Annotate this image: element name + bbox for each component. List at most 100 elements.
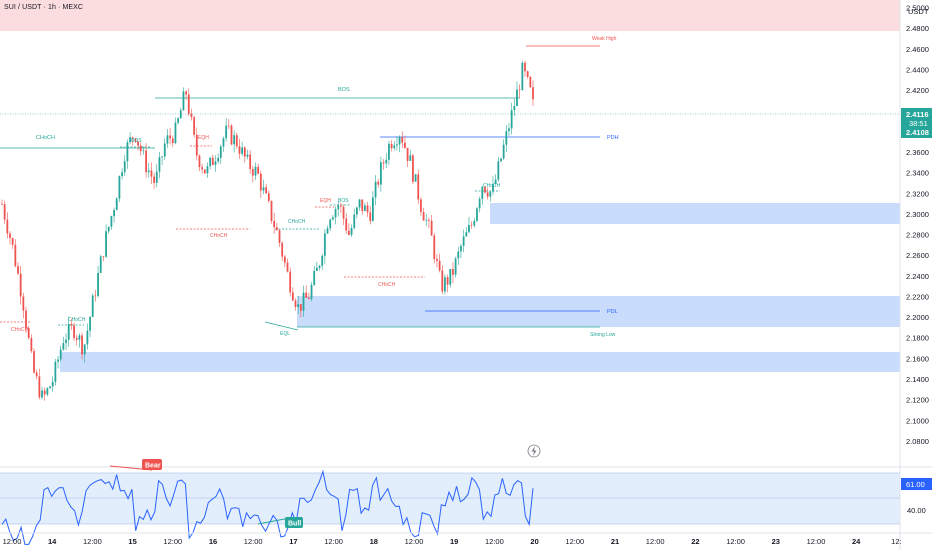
candle-body <box>6 219 9 234</box>
candle-body <box>3 204 6 220</box>
candle-body <box>219 146 222 158</box>
candle-body <box>355 207 358 215</box>
candle-body <box>497 161 500 180</box>
candle-body <box>57 359 59 362</box>
price-tick-label: 2.3000 <box>906 210 929 219</box>
choch-label-4: CHoCH <box>378 282 396 288</box>
candle-body <box>444 277 446 292</box>
candle-body <box>65 339 67 344</box>
candle-body <box>433 235 436 260</box>
candle-body <box>169 135 172 139</box>
candle-body <box>251 168 254 176</box>
choch-label-5: CHoCH <box>483 183 501 189</box>
supply-zone <box>0 0 900 31</box>
time-tick-label: 12:00 <box>485 537 504 546</box>
candle-body <box>329 219 332 229</box>
candle-body <box>452 268 454 275</box>
candle-body <box>380 162 382 185</box>
svg-text:Bear: Bear <box>145 463 161 470</box>
time-tick-label: 14 <box>48 537 57 546</box>
candle-body <box>102 256 105 257</box>
candle-body <box>265 187 268 194</box>
pdl-label: PDL <box>607 309 618 315</box>
price-axis[interactable]: 2.50002.48002.46002.44002.42002.38002.36… <box>906 4 929 446</box>
candle-body <box>62 343 65 350</box>
price-tick-label: 2.2800 <box>906 231 929 240</box>
price-tick-label: 2.1000 <box>906 416 929 425</box>
candle-body <box>254 166 257 176</box>
candle-body <box>230 125 233 145</box>
candle-body <box>83 344 86 355</box>
candle-body <box>185 91 188 95</box>
candle-body <box>166 135 169 144</box>
candle-body <box>441 270 444 292</box>
candle-body <box>110 216 113 227</box>
time-tick-label: 12:00 <box>163 537 182 546</box>
eql-line <box>264 321 299 331</box>
candle-body <box>203 169 206 174</box>
candle-body <box>318 265 321 268</box>
choch-label-7: CHoCH <box>68 317 86 323</box>
candle-body <box>27 328 30 339</box>
svg-text:2.4108: 2.4108 <box>906 128 929 137</box>
candle-body <box>315 267 318 271</box>
candle-body <box>238 146 241 154</box>
weak-high-label: Weak High <box>592 36 617 42</box>
candle-body <box>137 141 139 146</box>
candle-body <box>139 145 142 152</box>
candle-body <box>388 143 390 160</box>
choch-label-6: CHoCH <box>11 327 29 333</box>
candle-body <box>470 224 473 226</box>
candle-body <box>412 155 414 182</box>
bos-small-label-1: BOS <box>131 138 142 144</box>
demand-zone-upper <box>490 203 900 224</box>
candle-body <box>249 154 252 169</box>
candle-body <box>171 138 174 144</box>
price-tick-label: 2.3200 <box>906 189 929 198</box>
time-tick-label: 12:00 <box>405 537 424 546</box>
candle-body <box>33 351 35 373</box>
time-tick-label: 17 <box>289 537 297 546</box>
candle-body <box>377 181 380 185</box>
time-tick-label: 12:00 <box>565 537 584 546</box>
time-tick-label: 22 <box>691 537 699 546</box>
time-axis[interactable]: 12:00 14 12:00 15 12:00 16 12:00 17 12:00 18 12:00… <box>3 537 902 546</box>
current-price-tag: 2.4116 38:51 2.4108 <box>901 108 932 138</box>
candle-body <box>35 372 38 377</box>
candle-body <box>105 231 107 257</box>
candle-body <box>195 134 198 156</box>
price-tick-label: 2.1600 <box>906 354 929 363</box>
price-tick-label: 2.1400 <box>906 375 929 384</box>
candle-body <box>401 137 404 143</box>
price-tick-label: 2.2600 <box>906 251 929 260</box>
candle-body <box>30 338 33 352</box>
symbol-title[interactable]: SUI / USDT · 1h · MEXC <box>4 4 84 11</box>
candle-body <box>478 198 481 209</box>
candle-body <box>468 224 470 233</box>
candle-body <box>291 292 294 301</box>
candle-body <box>257 166 260 174</box>
candle-body <box>1 204 3 205</box>
candle-body <box>115 198 118 211</box>
eqh-label-1: EQH <box>198 135 209 141</box>
candle-body <box>273 220 276 228</box>
time-tick-label: 16 <box>209 537 217 546</box>
candle-body <box>91 295 94 317</box>
candle-body <box>481 186 484 199</box>
candle-body <box>161 156 164 158</box>
candle-body <box>134 138 137 142</box>
price-tick-label: 2.2000 <box>906 313 929 322</box>
candle-body <box>371 197 374 221</box>
candle-body <box>342 206 345 219</box>
rsi-level-label: 40.00 <box>907 506 926 515</box>
candle-body <box>347 230 350 235</box>
bear-tag: Bear <box>142 459 162 470</box>
price-tick-label: 2.4600 <box>906 45 929 54</box>
candle-body <box>174 122 177 144</box>
candle-body <box>179 110 182 119</box>
price-tick-label: 2.1200 <box>906 396 929 405</box>
candle-body <box>283 256 286 263</box>
candle-body <box>59 349 62 360</box>
lightning-icon[interactable] <box>527 444 541 458</box>
